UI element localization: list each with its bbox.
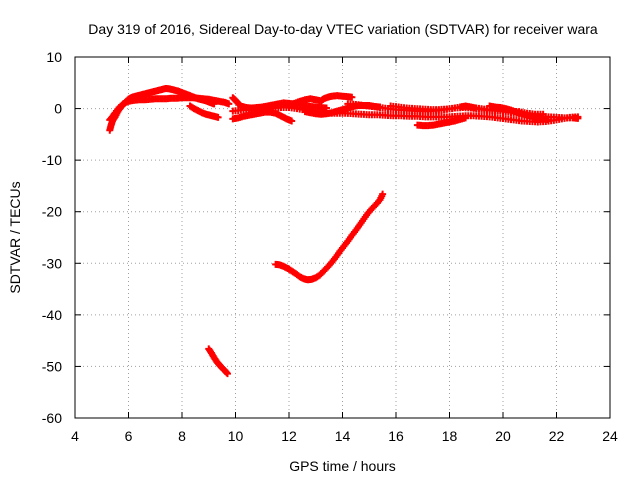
y-tick-label: 10 [46,49,62,65]
y-tick-label: -50 [42,358,62,374]
x-tick-label: 10 [228,428,244,444]
y-axis-label: SDTVAR / TECUs [7,181,23,293]
data-point [574,114,582,122]
y-tick-label: -10 [42,152,62,168]
x-tick-label: 22 [549,428,565,444]
y-tick-label: -40 [42,307,62,323]
y-tick-label: 0 [54,101,62,117]
y-tick-label: -30 [42,255,62,271]
axis-ticks [74,56,611,419]
series-arc-midday-c [290,92,356,107]
data-point [379,190,387,198]
data-point [225,100,233,108]
tick-labels: 4 6 8 10 12 14 16 18 20 22 24 10 0 -10 -20 -30 -40 -50 -60 [42,49,618,444]
x-tick-label: 4 [71,428,79,444]
x-tick-label: 24 [602,428,618,444]
data-layer [106,84,582,378]
x-tick-label: 6 [125,428,133,444]
x-tick-label: 18 [442,428,458,444]
series-arc-morning-dip [186,102,222,121]
x-tick-label: 14 [335,428,351,444]
y-tick-label: -60 [42,410,62,426]
series-arc-low [205,345,231,378]
x-tick-label: 16 [388,428,404,444]
series-arc-afternoon-e [486,102,552,124]
chart-title: Day 319 of 2016, Sidereal Day-to-day VTE… [88,21,598,37]
series-arc-afternoon-d [413,114,470,130]
data-point [462,114,470,122]
data-point [544,116,552,124]
data-point [214,113,222,121]
data-point [348,93,356,101]
x-axis-label: GPS time / hours [289,458,396,474]
data-point [288,117,296,125]
x-tick-label: 12 [281,428,297,444]
series-arc-morning-flat [106,94,233,124]
data-point [223,370,231,378]
y-tick-label: -20 [42,204,62,220]
x-tick-label: 8 [178,428,186,444]
x-tick-label: 20 [495,428,511,444]
series-arc-v-shape [272,190,387,284]
